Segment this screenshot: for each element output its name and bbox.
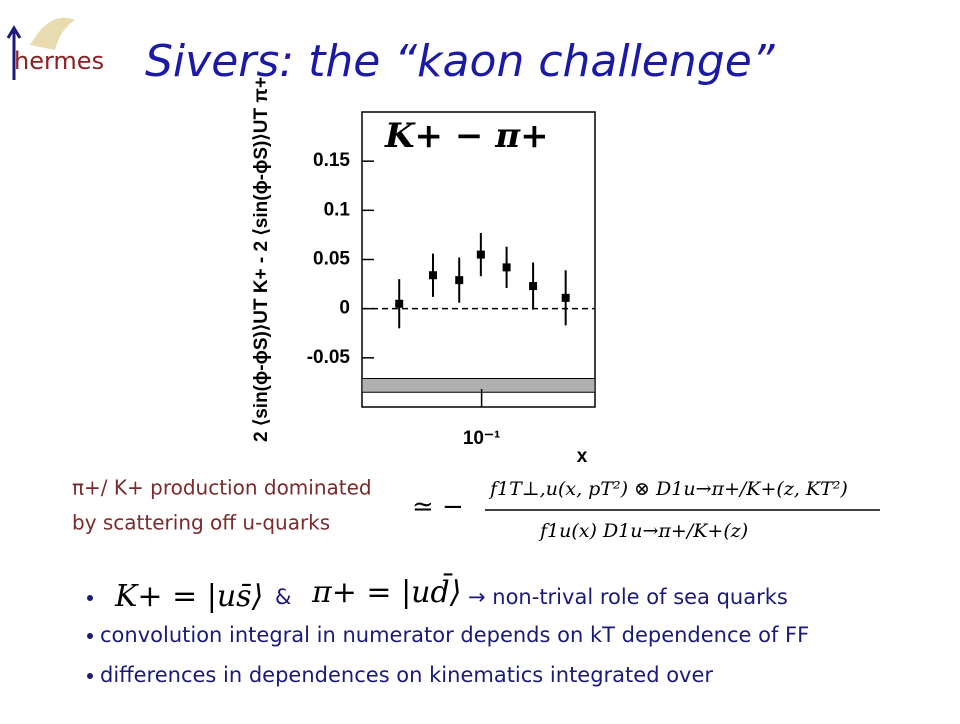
bullet-dot xyxy=(87,595,93,601)
data-point xyxy=(429,271,438,280)
note-line: by scattering off u-quarks xyxy=(72,511,330,535)
slide-title: Sivers: the “kaon challenge” xyxy=(145,36,776,87)
y-tick-label: 0 xyxy=(339,298,350,319)
systematic-band xyxy=(361,377,596,393)
logo-arrow xyxy=(6,25,22,80)
y-tick-label: 0.05 xyxy=(313,249,350,270)
y-axis-label: 2 ⟨sin(ϕ-ϕS)⟩UT K+ - 2 ⟨sin(ϕ-ϕS)⟩UT π+ xyxy=(251,77,272,442)
bullet-math: K+ = |us̄⟩ xyxy=(114,579,263,614)
x-axis-label: x xyxy=(577,446,588,467)
formula-denominator: f1u(x) D1u→π+/K+(z) xyxy=(538,520,748,542)
bullet-text: → non-trival role of sea quarks xyxy=(468,585,788,609)
formula-numerator: f1T⊥,u(x, pT²) ⊗ D1u→π+/K+(z, KT²) xyxy=(488,478,848,500)
y-tick-label: 0.1 xyxy=(324,199,351,220)
logo: hermes xyxy=(14,47,104,75)
annotation: K+ − π+ xyxy=(384,116,549,156)
chart: -0.05 0 0.05 0.1 0.15 10⁻¹ x 2 ⟨sin(ϕ-ϕS)⟩UT K+… xyxy=(251,77,596,467)
data-point xyxy=(476,250,485,259)
bullet-math: π+ = |ud̄⟩ xyxy=(311,572,461,610)
data-point xyxy=(455,276,464,285)
formula-prefix: ≃ − xyxy=(412,492,464,522)
y-tick-label: -0.05 xyxy=(307,347,351,368)
data-point xyxy=(561,293,570,302)
bullet-text: convolution integral in numerator depend… xyxy=(100,623,809,647)
bullet-text: differences in dependences on kinematics… xyxy=(100,663,713,687)
data-point xyxy=(529,282,538,291)
data-point xyxy=(502,263,511,272)
y-tick-label: 0.15 xyxy=(313,150,350,171)
data-point xyxy=(395,299,404,308)
bullet-dot xyxy=(87,673,93,679)
logo-wing xyxy=(30,17,75,50)
bullet-text: & xyxy=(275,585,291,609)
plot-frame xyxy=(361,111,596,408)
bullet-dot xyxy=(87,633,93,639)
x-tick-label: 10⁻¹ xyxy=(463,428,501,449)
note-line: π+/ K+ production dominated xyxy=(72,476,372,500)
